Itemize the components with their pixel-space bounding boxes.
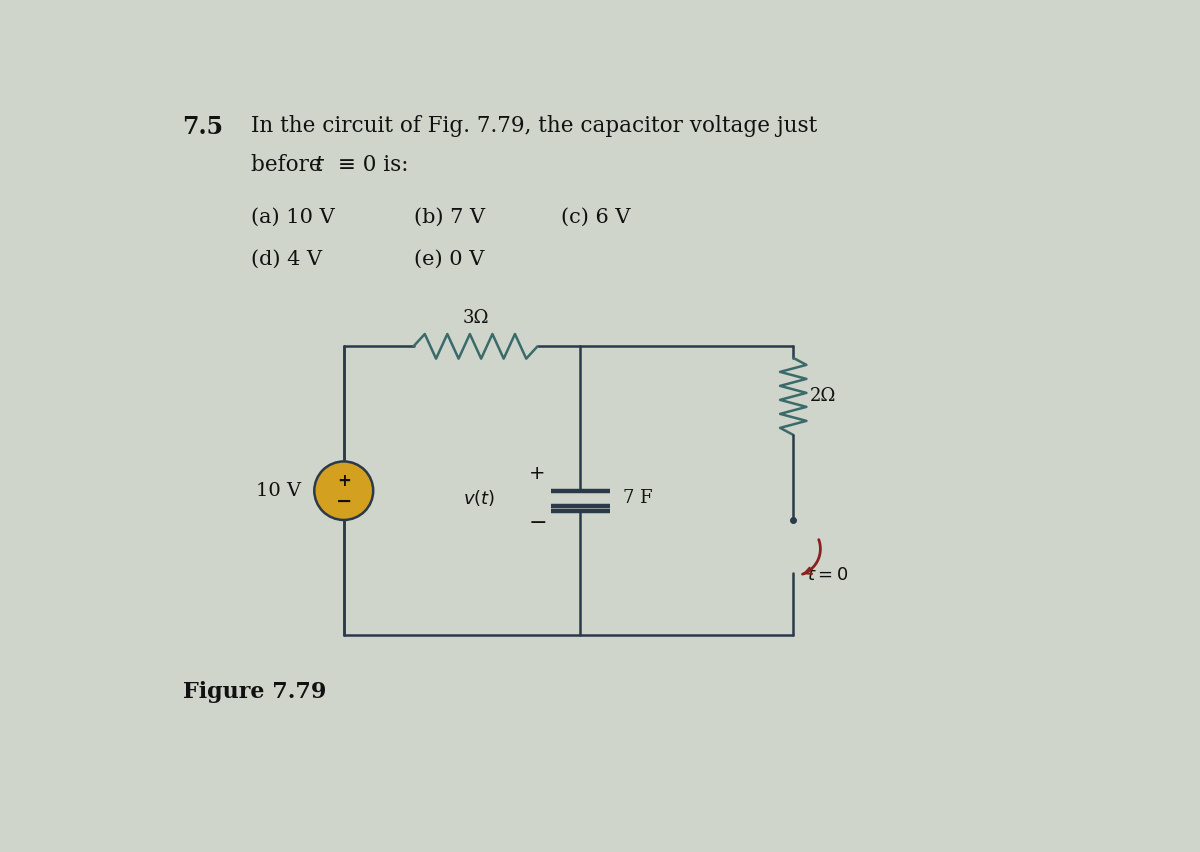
Text: ≡ 0 is:: ≡ 0 is: xyxy=(331,154,409,176)
Circle shape xyxy=(314,462,373,520)
Text: (a) 10 V: (a) 10 V xyxy=(251,208,335,227)
Text: −: − xyxy=(336,492,352,511)
Text: $v(t)$: $v(t)$ xyxy=(463,488,494,509)
Text: (c) 6 V: (c) 6 V xyxy=(560,208,630,227)
Text: +: + xyxy=(529,464,546,483)
Text: Figure 7.79: Figure 7.79 xyxy=(182,681,326,703)
Text: 3Ω: 3Ω xyxy=(462,309,488,327)
Text: In the circuit of Fig. 7.79, the capacitor voltage just: In the circuit of Fig. 7.79, the capacit… xyxy=(251,115,817,137)
Text: $t=0$: $t=0$ xyxy=(808,566,848,584)
Text: 7.5: 7.5 xyxy=(182,115,223,140)
Text: before: before xyxy=(251,154,329,176)
Text: 2Ω: 2Ω xyxy=(810,388,836,406)
Text: (b) 7 V: (b) 7 V xyxy=(414,208,485,227)
Text: (d) 4 V: (d) 4 V xyxy=(251,250,322,269)
Text: −: − xyxy=(528,513,547,533)
Text: $t$: $t$ xyxy=(314,154,325,176)
Text: (e) 0 V: (e) 0 V xyxy=(414,250,484,269)
Text: 7 F: 7 F xyxy=(623,489,653,508)
Text: +: + xyxy=(337,472,350,490)
Text: 10 V: 10 V xyxy=(256,481,301,500)
